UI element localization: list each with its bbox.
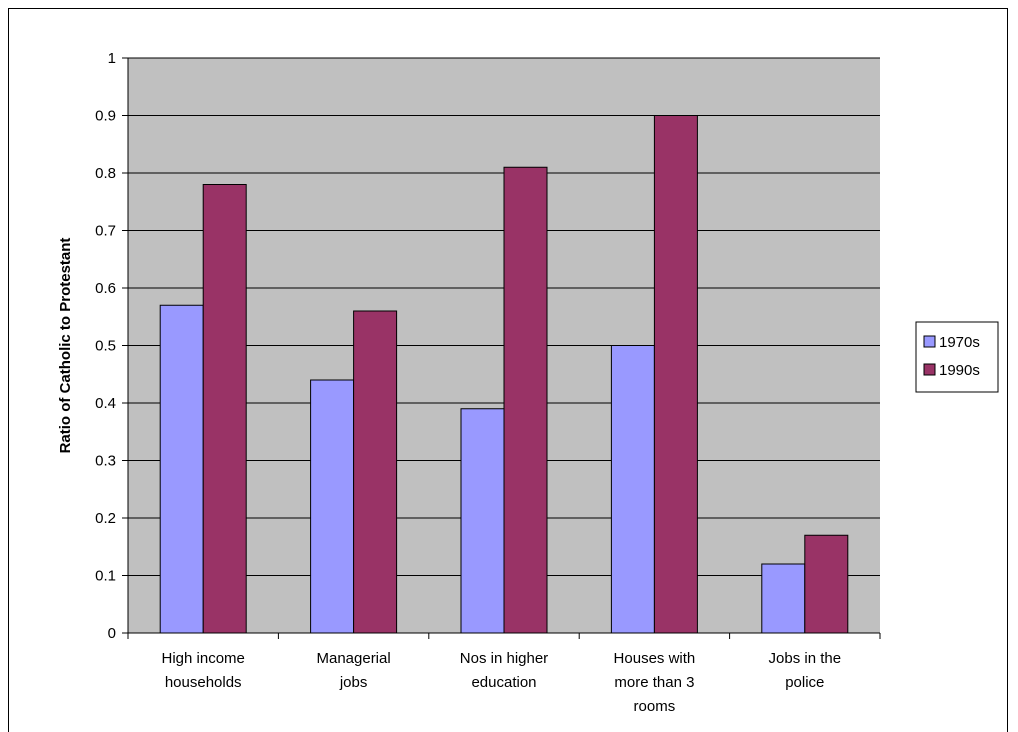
bar-1990s: [353, 310, 398, 634]
legend-label: 1990s: [939, 362, 980, 379]
y-tick-label: 0.5: [95, 338, 116, 355]
y-tick-label: 0.3: [95, 453, 116, 470]
legend-box: [915, 321, 999, 393]
y-tick-label: 0.8: [95, 165, 116, 182]
legend: 1970s 1990s: [915, 321, 999, 393]
bar-1970s: [310, 379, 355, 634]
y-tick-label: 0.6: [95, 280, 116, 297]
x-tick-label: Houses with: [614, 650, 696, 667]
y-tick-label: 0: [108, 625, 116, 642]
bars: [159, 115, 849, 634]
bar-1990s: [503, 166, 548, 634]
x-tick-label: households: [165, 674, 242, 691]
x-tick-label: Managerial: [316, 650, 390, 667]
y-tick-label: 0.4: [95, 395, 116, 412]
bar-1970s: [460, 408, 505, 634]
x-tick-label: High income: [162, 650, 245, 667]
x-tick-label: police: [785, 674, 824, 691]
bar-1970s: [159, 304, 204, 634]
bar-1970s: [761, 563, 806, 634]
x-tick-label: education: [471, 674, 536, 691]
bar-1990s: [202, 184, 247, 634]
y-tick-label: 1: [108, 50, 116, 67]
bar-1990s: [804, 534, 849, 634]
x-tick-label: jobs: [339, 674, 368, 691]
x-tick-label: Nos in higher: [460, 650, 548, 667]
category-labels: High income households Managerial jobs Nos i…: [162, 650, 842, 715]
x-tick-label: rooms: [634, 698, 676, 715]
y-tick-labels: 0 0.1 0.2 0.3 0.4 0.5 0.6 0.7 0.8 0.9 1: [95, 50, 116, 642]
y-tick-label: 0.9: [95, 108, 116, 125]
y-tick-label: 0.2: [95, 510, 116, 527]
y-axis-label: Ratio of Catholic to Protestant: [57, 238, 74, 454]
y-tick-label: 0.1: [95, 568, 116, 585]
y-tick-label: 0.7: [95, 223, 116, 240]
legend-swatch: [923, 363, 936, 376]
legend-label: 1970s: [939, 334, 980, 351]
bar-1990s: [653, 115, 698, 634]
x-tick-label: more than 3: [614, 674, 694, 691]
x-tick-label: Jobs in the: [769, 650, 842, 667]
axes: [122, 57, 881, 639]
legend-swatch: [923, 335, 936, 348]
bar-1970s: [610, 345, 655, 634]
